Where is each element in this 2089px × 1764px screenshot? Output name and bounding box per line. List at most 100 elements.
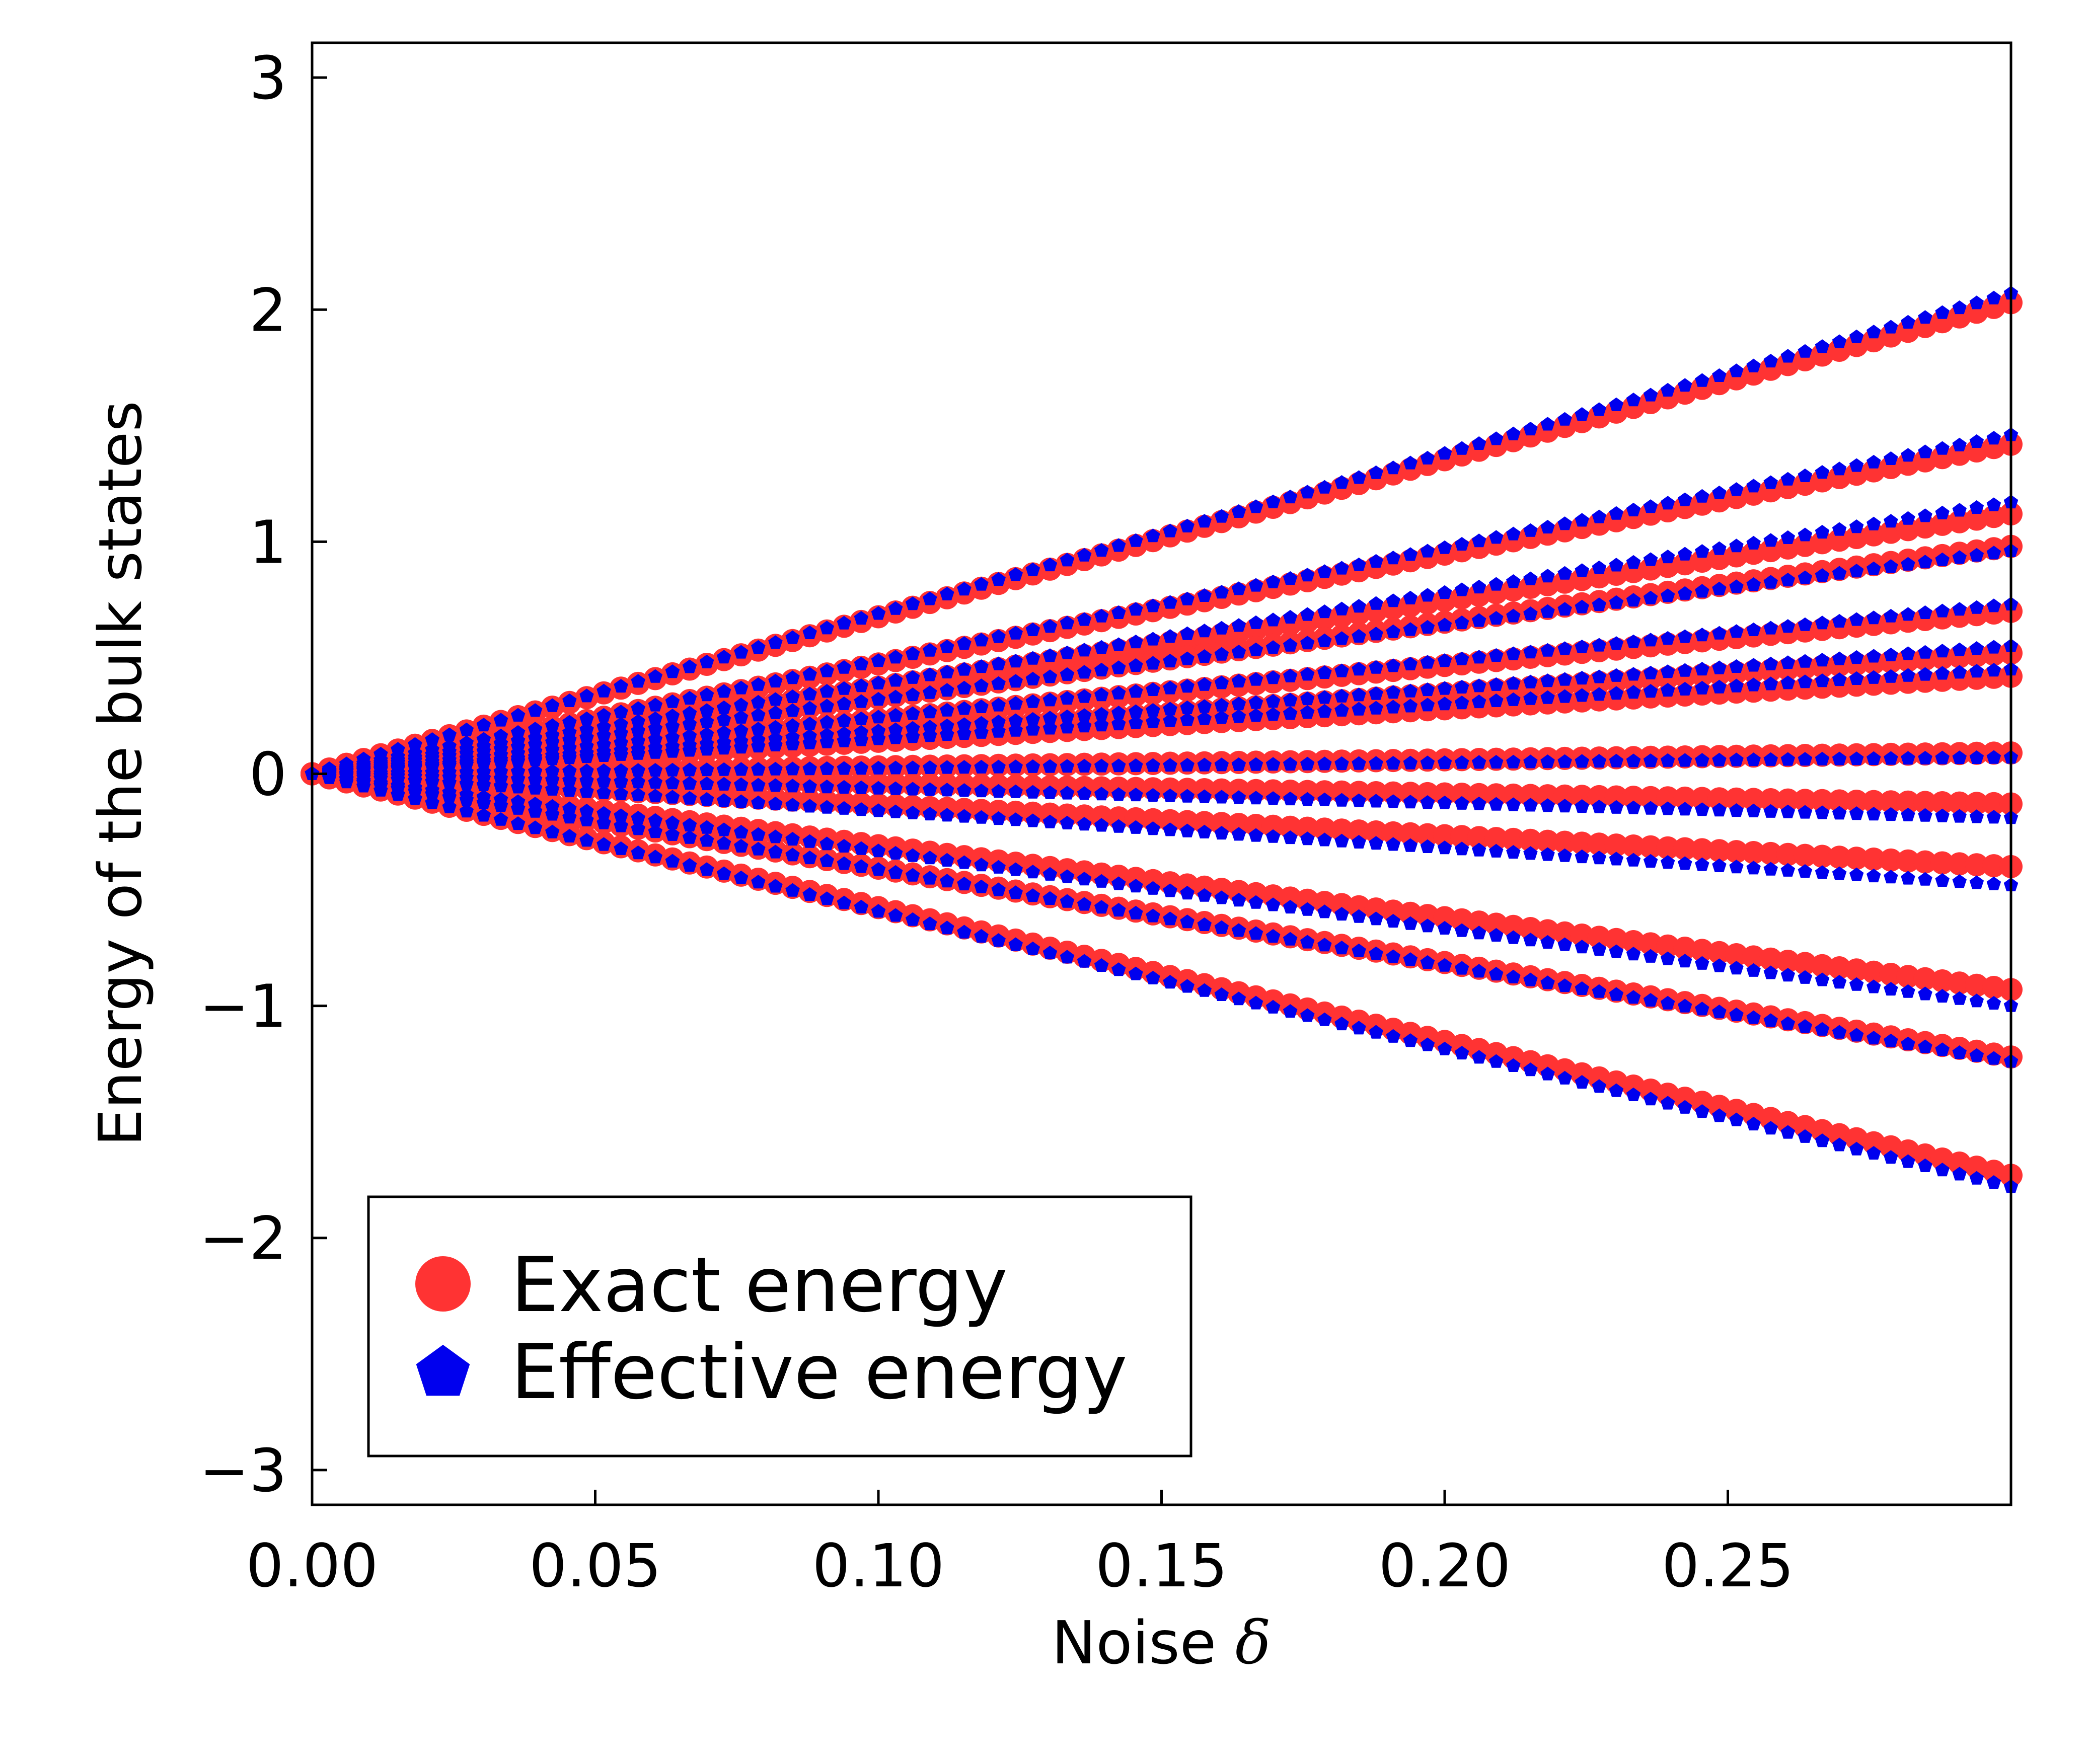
effective-energy-point: [751, 708, 766, 722]
effective-energy-point: [734, 824, 749, 839]
effective-energy-point: [1094, 662, 1109, 676]
exact-energy-point: [1896, 452, 1920, 476]
effective-energy-point: [802, 887, 817, 901]
effective-energy-point: [991, 656, 1006, 670]
effective-energy-point: [905, 646, 920, 660]
effective-energy-point: [528, 703, 543, 717]
effective-energy-point: [1111, 685, 1126, 700]
effective-energy-point: [1454, 796, 1469, 810]
effective-energy-point: [1660, 1096, 1675, 1110]
effective-energy-point: [1575, 407, 1589, 421]
effective-energy-point: [1454, 536, 1469, 551]
effective-energy-point: [665, 790, 680, 804]
effective-energy-point: [631, 821, 645, 835]
y-tick-label: 1: [249, 507, 287, 577]
exact-energy-point: [1313, 891, 1336, 914]
effective-energy-point: [631, 788, 645, 802]
effective-energy-point: [1077, 897, 1092, 911]
exact-energy-point: [1433, 782, 1456, 806]
effective-energy-point: [1163, 788, 1177, 802]
effective-energy-point: [1849, 1141, 1864, 1156]
exact-energy-point: [1828, 528, 1851, 552]
exact-energy-point: [1622, 930, 1645, 953]
exact-energy-point: [1587, 832, 1611, 856]
effective-energy-point: [957, 662, 972, 676]
effective-energy-point: [1369, 465, 1383, 479]
effective-energy-point: [1008, 567, 1023, 581]
effective-energy-point: [1712, 803, 1727, 817]
effective-energy-point: [1884, 807, 1898, 821]
effective-energy-point: [1283, 932, 1298, 946]
effective-energy-point: [1283, 830, 1298, 845]
effective-energy-point: [991, 724, 1006, 738]
exact-energy-point: [1707, 787, 1731, 811]
effective-energy-point: [734, 698, 749, 712]
effective-energy-point: [1420, 544, 1435, 558]
exact-energy-point: [1553, 921, 1577, 945]
effective-energy-point: [1952, 665, 1967, 679]
effective-energy-point: [665, 664, 680, 678]
exact-energy-point: [1192, 811, 1216, 834]
effective-energy-point: [957, 925, 972, 939]
effective-energy-point: [1025, 813, 1040, 827]
effective-energy-point: [1969, 434, 1984, 448]
effective-energy-point: [579, 730, 594, 744]
effective-energy-point: [1129, 684, 1143, 698]
effective-energy-point: [1146, 821, 1160, 835]
effective-energy-point: [596, 837, 611, 851]
effective-energy-point: [716, 684, 731, 698]
effective-energy-point: [1798, 654, 1813, 668]
effective-energy-point: [1231, 504, 1246, 518]
effective-energy-point: [1352, 756, 1366, 770]
exact-energy-point: [1604, 928, 1628, 951]
effective-energy-point: [974, 678, 989, 693]
effective-energy-point: [1163, 523, 1177, 538]
effective-energy-point: [751, 695, 766, 709]
x-axis-ticks: 0.00 0.05 0.10 0.15 0.20 0.25: [246, 1490, 1794, 1600]
effective-energy-point: [682, 706, 697, 720]
effective-energy-point: [716, 793, 731, 807]
effective-energy-point: [1231, 991, 1246, 1006]
effective-energy-point: [1798, 344, 1813, 358]
effective-energy-point: [1815, 465, 1830, 479]
effective-energy-point: [957, 855, 972, 869]
effective-energy-point: [1060, 869, 1075, 883]
effective-energy-point: [1849, 612, 1864, 626]
effective-energy-point: [1918, 667, 1932, 681]
effective-energy-point: [957, 760, 972, 774]
exact-energy-point: [1896, 518, 1920, 542]
effective-energy-point: [1540, 643, 1555, 657]
effective-energy-point: [974, 699, 989, 713]
effective-energy-point: [1369, 627, 1383, 641]
effective-energy-point: [1300, 568, 1315, 582]
effective-energy-point: [493, 779, 508, 793]
effective-energy-point: [1592, 984, 1607, 998]
effective-energy-point: [528, 752, 543, 766]
exact-energy-point: [1776, 842, 1800, 866]
effective-energy-point: [1815, 568, 1830, 582]
effective-energy-point: [1077, 817, 1092, 831]
exact-energy-point: [1862, 523, 1886, 547]
effective-energy-point: [1042, 785, 1058, 799]
exact-energy-point: [1759, 539, 1782, 563]
effective-energy-point: [1884, 669, 1898, 683]
effective-energy-point: [974, 659, 989, 673]
effective-energy-point: [923, 916, 937, 931]
effective-energy-point: [648, 813, 663, 827]
exact-energy-point: [1347, 895, 1371, 918]
exact-energy-point: [1639, 835, 1663, 859]
effective-energy-point: [1952, 809, 1967, 823]
effective-energy-point: [1935, 989, 1950, 1003]
effective-energy-point: [562, 810, 577, 824]
effective-energy-point: [1334, 833, 1349, 848]
effective-energy-point: [1798, 970, 1813, 984]
effective-energy-point: [1969, 548, 1984, 562]
effective-energy-point: [1832, 334, 1847, 348]
effective-energy-point: [1935, 305, 1950, 319]
exact-energy-point: [1776, 950, 1800, 973]
effective-energy-point: [442, 799, 457, 813]
effective-energy-point: [1317, 704, 1332, 718]
effective-energy-point: [1780, 1016, 1796, 1030]
effective-energy-point: [631, 746, 645, 760]
effective-energy-point: [1712, 858, 1727, 872]
